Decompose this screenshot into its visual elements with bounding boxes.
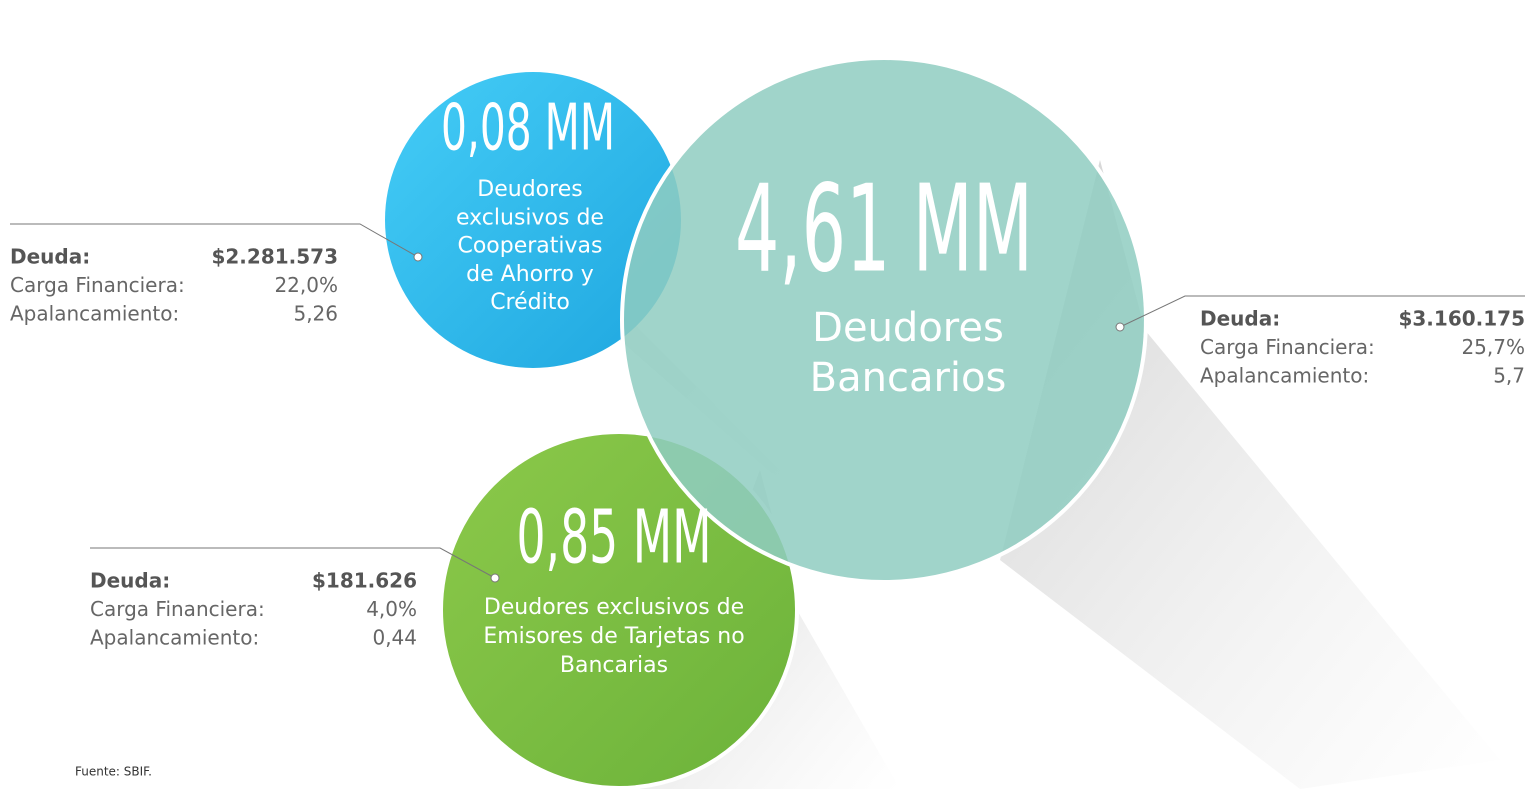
bubble-cooperativas [385,72,681,368]
detail-value: $181.626 [312,569,417,593]
detail-label: Apalancamiento: [1200,364,1369,388]
bubble-label: Deudores [477,177,582,202]
bubble-tarjetas [439,430,799,789]
detail-label: Apalancamiento: [10,302,179,326]
source: Fuente: SBIF. [75,765,152,779]
bubble-label: Deudores exclusivos de [484,595,744,620]
detail-label: Deuda: [1200,307,1280,331]
bubble-label: Cooperativas [457,234,602,259]
detail-value: 25,7% [1461,335,1525,359]
detail-label: Carga Financiera: [90,597,265,621]
bubble-label: de Ahorro y [466,262,594,287]
detail-value: $2.281.573 [211,245,338,269]
bubble-label: Deudores [812,305,1004,351]
detail-value: $3.160.175 [1398,307,1525,331]
bubble-label: Crédito [490,290,570,315]
callouts: Deuda: $2.281.573 Carga Financiera: 22,0% Ap… [10,245,1525,650]
bubble-texts: 0,08 MM 4,61 MM 0,85 MM [441,92,1033,581]
detail-value: 5,26 [293,302,338,326]
bubble-label: exclusivos de [456,205,604,230]
detail-value: 5,7 [1493,364,1525,388]
detail-value: 0,44 [372,626,417,650]
bubble-value: 0,85 MM [517,495,712,581]
bubble-bancarios [620,56,1148,584]
detail-label: Deuda: [90,569,170,593]
detail-label: Deuda: [10,245,90,269]
callout-lines [10,223,1525,583]
detail-label: Carga Financiera: [1200,335,1375,359]
bubble-label: Emisores de Tarjetas no [483,624,744,649]
bubble-value: 4,61 MM [735,161,1033,300]
detail-label: Carga Financiera: [10,273,185,297]
detail-value: 22,0% [274,273,338,297]
bubble-labels: Deudores exclusivos de Cooperativas de Ahor… [456,177,1006,678]
detail-label: Apalancamiento: [90,626,259,650]
bubble-label: Bancarias [560,653,668,678]
bubble-label: Bancarios [810,355,1007,401]
bubble-value: 0,08 MM [441,92,615,166]
detail-value: 4,0% [366,597,417,621]
